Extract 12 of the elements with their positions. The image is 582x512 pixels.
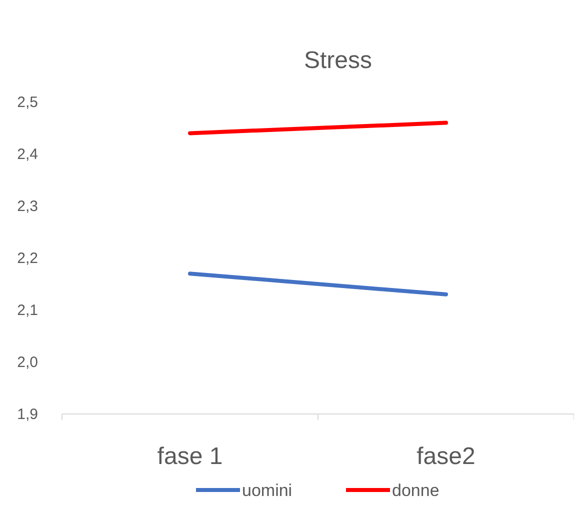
- y-tick-label: 2,0: [17, 354, 38, 371]
- y-tick-label: 2,3: [17, 198, 38, 215]
- x-tick-label: fase 1: [157, 443, 223, 470]
- chart-title: Stress: [304, 47, 372, 74]
- y-tick-label: 2,2: [17, 250, 38, 267]
- y-tick-label: 2,1: [17, 302, 38, 319]
- legend-label: uomini: [242, 481, 292, 500]
- y-tick-label: 2,4: [17, 146, 38, 163]
- legend-label: donne: [392, 481, 440, 500]
- x-tick-label: fase2: [416, 443, 476, 470]
- y-tick-label: 2,5: [17, 94, 38, 111]
- y-tick-label: 1,9: [17, 406, 38, 423]
